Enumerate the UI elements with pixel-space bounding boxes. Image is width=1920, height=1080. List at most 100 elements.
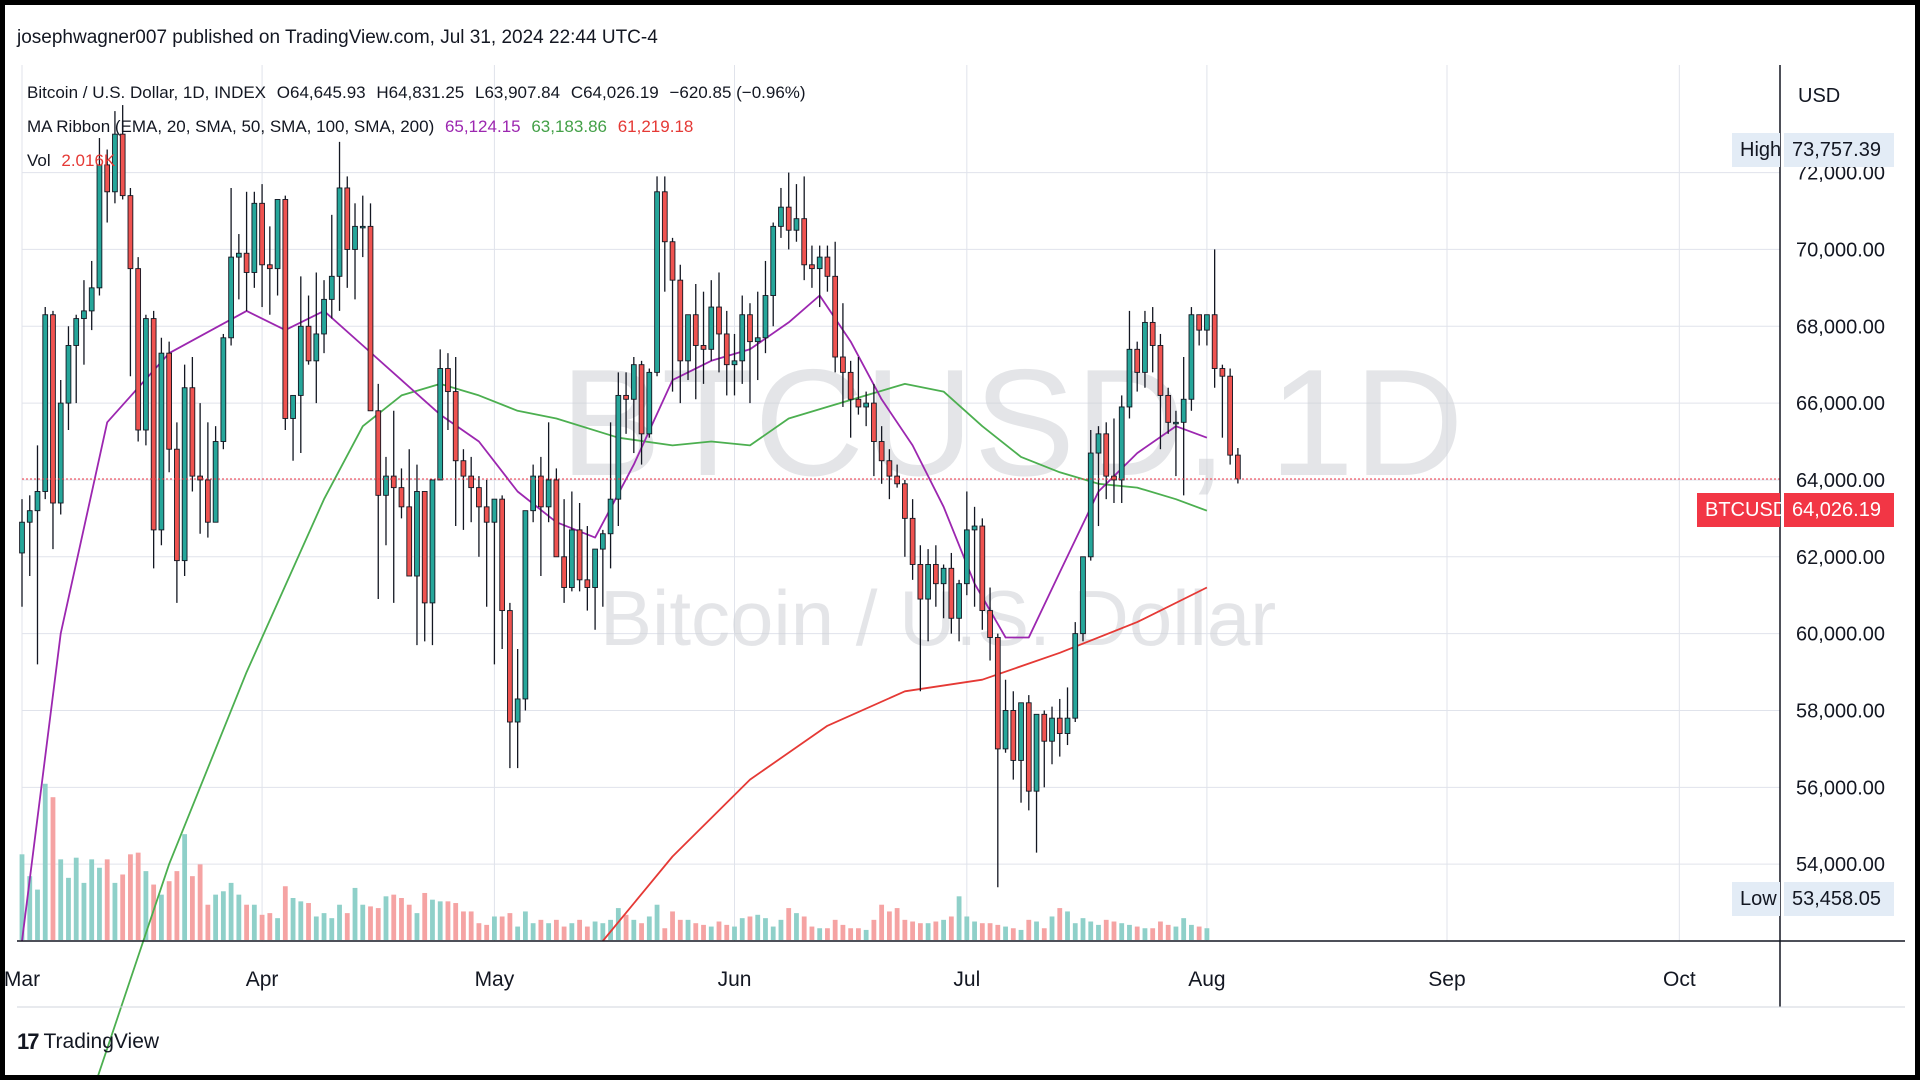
candle-body — [708, 306, 715, 350]
volume-bar — [553, 919, 559, 940]
candle — [321, 280, 327, 354]
volume-bar — [383, 896, 389, 940]
candle-body — [359, 225, 366, 229]
candle — [1211, 249, 1218, 388]
candle-body — [259, 202, 265, 266]
candle — [290, 394, 296, 461]
candle — [630, 357, 637, 454]
candle-body — [383, 475, 389, 496]
volume-legend[interactable]: Vol 2.016K — [27, 151, 121, 171]
candle-body — [34, 491, 41, 512]
volume-bar — [128, 854, 133, 940]
volume-bar — [189, 876, 195, 940]
candle-body — [352, 225, 358, 250]
volume-bar — [1049, 916, 1055, 940]
last-price-tag: 64,026.19 — [1784, 493, 1894, 527]
candle — [282, 195, 289, 430]
price-chart[interactable]: BTCUSD, 1D Bitcoin / U.S. Dollar 54,000.… — [5, 5, 1915, 1075]
candle-body — [816, 256, 823, 270]
volume-bar — [484, 924, 490, 940]
volume-bar — [1072, 923, 1078, 940]
volume-bar — [685, 919, 691, 940]
volume-bar — [344, 913, 350, 940]
candle — [878, 426, 885, 484]
candle — [375, 383, 382, 600]
volume-bar — [112, 882, 118, 940]
volume-bar — [708, 926, 714, 940]
candle-body — [305, 325, 312, 362]
candle — [243, 191, 250, 311]
candle — [832, 241, 839, 373]
candle-body — [731, 360, 738, 366]
candle — [956, 579, 962, 642]
volume-label: Vol — [27, 151, 51, 170]
candle — [1095, 426, 1102, 527]
candle — [228, 187, 234, 346]
volume-bar — [569, 923, 575, 940]
tradingview-brand[interactable]: 17 TradingView — [17, 1029, 159, 1055]
volume-bar — [453, 903, 459, 940]
candle-body — [88, 287, 95, 312]
candle-body — [607, 498, 614, 535]
candle — [57, 380, 64, 515]
candle — [661, 176, 668, 292]
candle-body — [1126, 348, 1133, 408]
candle-body — [878, 441, 885, 462]
candle — [902, 479, 908, 557]
volume-bar — [1080, 918, 1086, 940]
volume-bar — [561, 926, 567, 940]
candle-body — [158, 352, 165, 531]
candle — [50, 310, 56, 550]
volume-bar — [97, 867, 102, 940]
candle-body — [1018, 702, 1024, 761]
candle-body — [1080, 556, 1086, 635]
candle — [452, 357, 459, 527]
volume-bar — [522, 911, 528, 940]
candle — [545, 422, 552, 523]
candle-body — [390, 475, 397, 489]
candle — [26, 495, 33, 576]
volume-bar — [840, 924, 846, 940]
symbol-legend[interactable]: Bitcoin / U.S. Dollar, 1D, INDEX O64,645… — [27, 83, 812, 103]
candle — [1126, 310, 1133, 419]
candle-body — [1103, 433, 1110, 477]
candle-body — [166, 352, 172, 450]
candle — [994, 633, 1001, 888]
candle-body — [832, 275, 839, 358]
volume-bar — [66, 877, 71, 940]
candle-body — [375, 410, 382, 496]
ema20-value: 65,124.15 — [444, 117, 521, 136]
candle-body — [925, 564, 931, 600]
candle — [336, 141, 343, 311]
candle-body — [987, 610, 993, 638]
volume-bar — [995, 924, 1001, 940]
volume-bar — [414, 913, 420, 940]
candle — [917, 545, 924, 692]
volume-bar — [1173, 926, 1179, 940]
candle — [266, 226, 273, 315]
volume-bar — [886, 911, 892, 940]
candle-body — [398, 487, 405, 508]
candle — [1080, 556, 1086, 642]
candle — [181, 364, 188, 576]
candle-body — [809, 264, 815, 270]
candle — [143, 314, 149, 446]
volume-bar — [174, 871, 180, 940]
candle — [383, 456, 389, 546]
candle-body — [1033, 713, 1040, 792]
candle-body — [1180, 398, 1187, 423]
volume-bar — [1181, 918, 1187, 940]
ma-ribbon-legend[interactable]: MA Ribbon (EMA, 20, SMA, 50, SMA, 100, S… — [27, 117, 699, 137]
candle-body — [762, 295, 769, 339]
candle-body — [994, 637, 1001, 750]
candle — [871, 383, 877, 477]
volume-bar — [646, 916, 652, 940]
price-tick-label: 68,000.00 — [1796, 316, 1885, 338]
candle-body — [282, 199, 289, 419]
volume-bar — [1041, 928, 1047, 940]
volume-bar — [1134, 926, 1140, 940]
currency-label[interactable]: USD — [1798, 84, 1841, 107]
volume-bar — [228, 882, 234, 940]
volume-bar — [732, 926, 737, 940]
volume-bar — [631, 919, 637, 940]
